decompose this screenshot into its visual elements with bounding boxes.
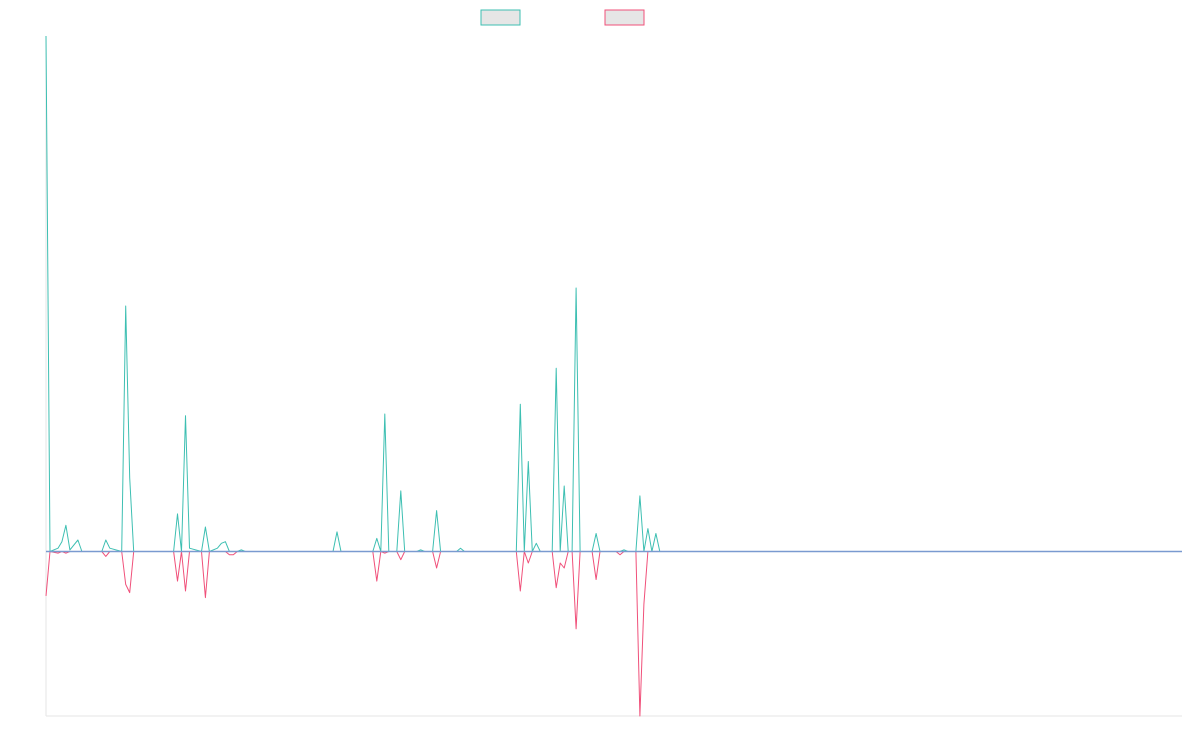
legend-swatch-2[interactable] bbox=[604, 9, 645, 26]
legend bbox=[480, 9, 645, 26]
legend-swatch-1[interactable] bbox=[480, 9, 521, 26]
series-line-1 bbox=[45, 35, 1182, 552]
series-layer bbox=[45, 35, 1182, 717]
series-line-2 bbox=[45, 551, 1182, 717]
